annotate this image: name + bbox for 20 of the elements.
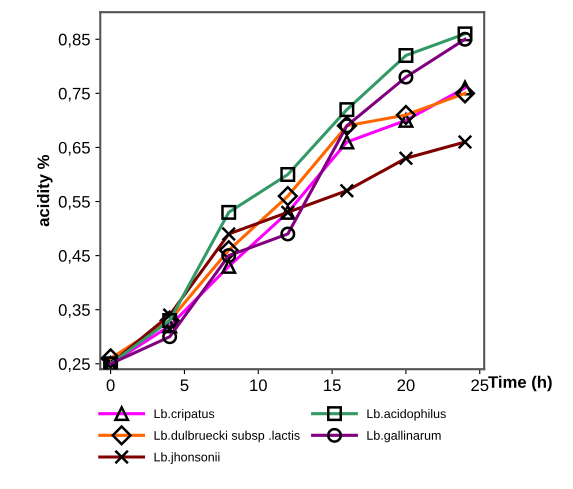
x-tick-label: 25 <box>471 379 488 392</box>
legend-label: Lb.cripatus <box>154 409 214 421</box>
legend-label: Lb.acidophilus <box>367 409 446 421</box>
x-axis-title: Time (h) <box>488 376 552 392</box>
y-axis-title: acidity % <box>37 155 53 226</box>
y-tick-label: 0,25 <box>58 358 90 372</box>
y-tick-label: 0,65 <box>58 142 90 156</box>
legend-label: Lb.dulbruecki subsp .lactis <box>154 430 300 442</box>
x-tick-label: 20 <box>397 379 415 392</box>
y-tick-label: 0,85 <box>58 34 90 48</box>
x-tick-label: 15 <box>324 380 341 392</box>
x-tick-label: 0 <box>106 379 115 392</box>
y-tick-label: 0,75 <box>58 88 90 102</box>
x-tick-label: 5 <box>180 380 188 392</box>
y-tick-label: 0,35 <box>58 304 90 318</box>
legend-label: Lb.gallinarum <box>367 430 441 442</box>
legend-label: Lb.jhonsonii <box>154 452 220 464</box>
y-tick-label: 0,55 <box>58 196 90 210</box>
x-tick-label: 10 <box>250 379 267 392</box>
y-tick-label: 0,45 <box>58 250 90 264</box>
